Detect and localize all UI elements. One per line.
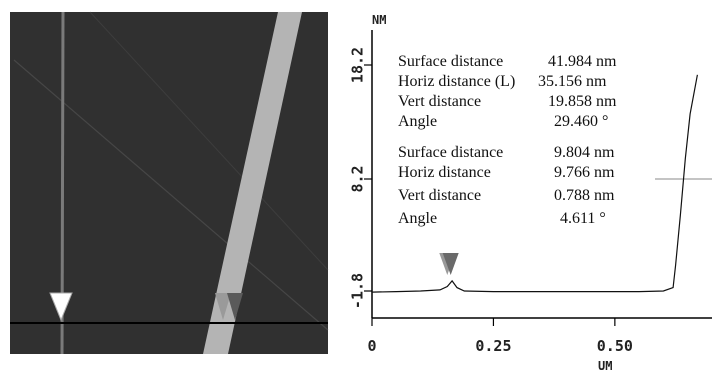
measurement-label: Surface distance bbox=[398, 53, 503, 70]
measurement-value: 41.984 nm bbox=[548, 53, 617, 70]
measurement-label: Angle bbox=[398, 113, 437, 130]
measurement-label: Vert distance bbox=[398, 93, 481, 110]
measurement-value: 35.156 nm bbox=[538, 73, 607, 90]
measurement-value: 9.804 nm bbox=[554, 144, 615, 161]
x-tick-label: 0.25 bbox=[475, 337, 511, 355]
measurement-value: 9.766 nm bbox=[554, 164, 615, 181]
measurement-label: Surface distance bbox=[398, 144, 503, 161]
y-tick-label: 8.2 bbox=[348, 165, 366, 192]
x-tick-label: 0 bbox=[367, 337, 376, 355]
measurement-readout: Surface distance 41.984 nm Horiz distance … bbox=[398, 53, 617, 227]
measurement-value: 19.858 nm bbox=[548, 93, 617, 110]
stripe-cursor-marker-light[interactable] bbox=[215, 293, 231, 320]
measurement-value: 4.611 ° bbox=[560, 210, 606, 227]
profile-line bbox=[371, 74, 698, 293]
x-tick-label: 0.50 bbox=[597, 337, 633, 355]
measurement-label: Horiz distance (L) bbox=[398, 73, 515, 90]
left-cursor-marker[interactable] bbox=[49, 292, 73, 322]
y-tick-label: 18.2 bbox=[348, 47, 366, 83]
profile-cursor-marker-2 bbox=[442, 253, 459, 275]
x-axis-title: UM bbox=[598, 359, 612, 372]
faint-diagonal-line-2 bbox=[89, 11, 329, 271]
faint-diagonal-line bbox=[13, 59, 329, 331]
measurement-value: 29.460 ° bbox=[554, 113, 608, 130]
measurement-value: 0.788 nm bbox=[554, 187, 615, 204]
measurement-label: Horiz distance bbox=[398, 164, 491, 181]
measurement-label: Vert distance bbox=[398, 187, 481, 204]
y-axis-title: NM bbox=[372, 13, 386, 27]
stripe-cursor-marker-dark[interactable] bbox=[227, 293, 243, 320]
afm-height-image bbox=[10, 11, 329, 355]
bright-diagonal-stripe bbox=[203, 12, 302, 354]
y-tick-label: -1.8 bbox=[348, 273, 366, 309]
measurement-label: Angle bbox=[398, 210, 437, 227]
